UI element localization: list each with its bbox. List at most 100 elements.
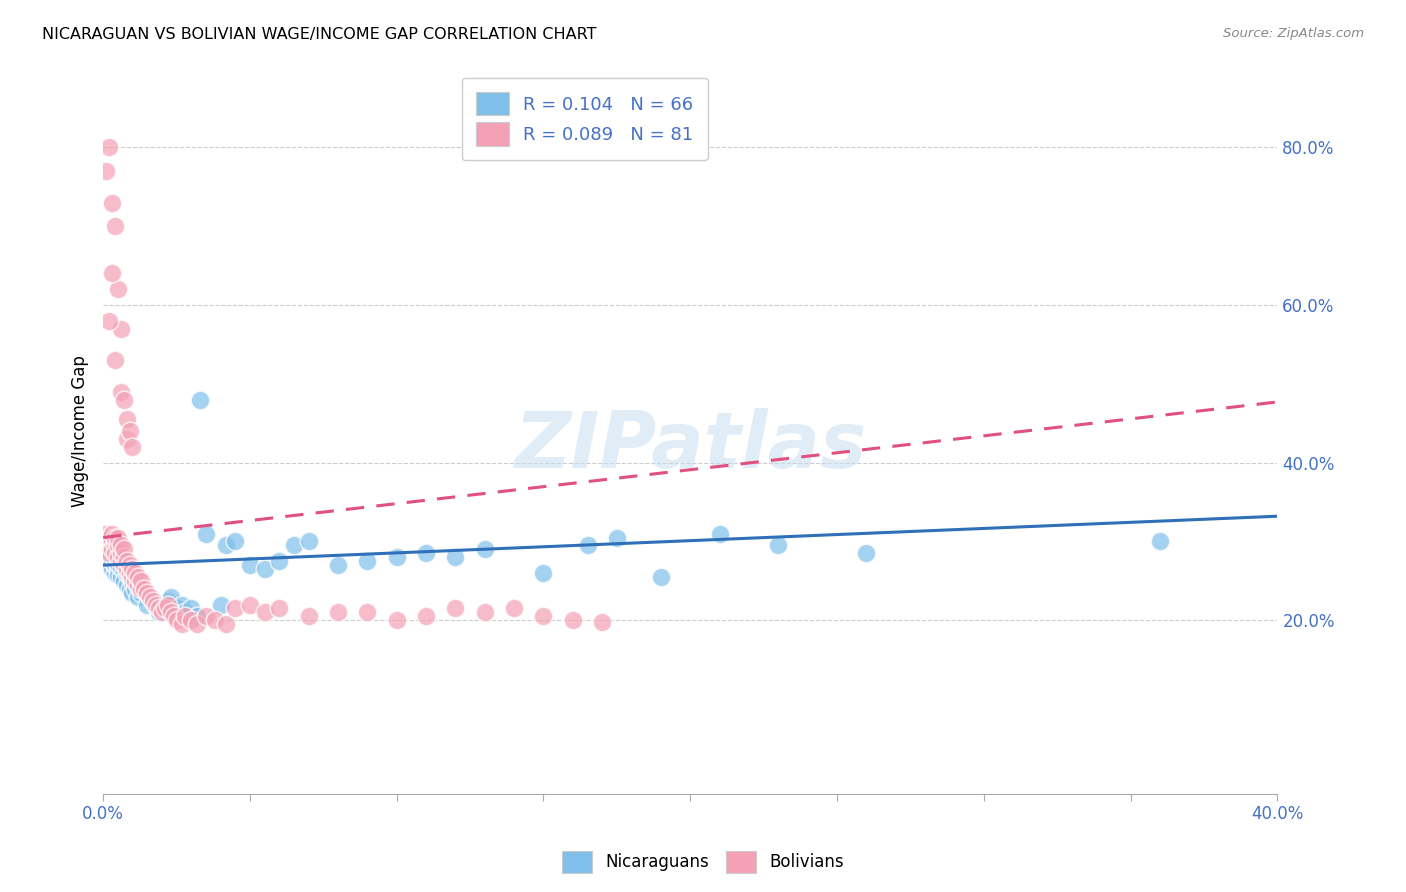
Point [94,550,117,565]
Point [98,538,121,552]
Point [156,598,179,612]
Point [107,562,129,576]
Point [269,554,291,568]
Point [110,559,132,574]
Point [283,538,305,552]
Point [503,601,526,615]
Point [112,550,135,565]
Point [606,531,628,545]
Point [166,613,188,627]
Point [139,590,162,604]
Point [174,609,197,624]
Point [768,538,790,552]
Point [186,617,208,632]
Point [215,617,238,632]
Point [326,606,349,620]
Point [107,550,129,565]
Point [121,570,143,584]
Point [533,609,555,624]
Point [415,609,437,624]
Point [533,566,555,580]
Point [107,282,129,296]
Point [153,598,176,612]
Point [124,582,146,596]
Point [110,570,132,584]
Point [101,534,124,549]
Point [110,384,132,399]
Point [253,606,276,620]
Point [129,582,152,596]
Point [101,267,124,281]
Point [104,558,127,573]
Point [129,574,152,588]
Point [326,558,349,573]
Text: NICARAGUAN VS BOLIVIAN WAGE/INCOME GAP CORRELATION CHART: NICARAGUAN VS BOLIVIAN WAGE/INCOME GAP C… [42,27,596,42]
Point [298,609,321,624]
Point [112,558,135,573]
Point [127,578,149,592]
Point [186,609,208,624]
Point [145,599,167,613]
Point [148,606,170,620]
Point [107,567,129,582]
Point [142,593,165,607]
Point [166,601,188,615]
Point [215,538,238,552]
Point [415,546,437,560]
Point [444,601,467,615]
Point [224,534,246,549]
Point [145,598,167,612]
Point [118,558,141,573]
Point [356,606,378,620]
Point [107,557,129,571]
Point [172,598,194,612]
Point [104,538,127,552]
Point [107,538,129,552]
Point [136,585,159,599]
Point [121,574,143,588]
Point [194,609,217,624]
Point [101,542,124,557]
Point [129,585,152,599]
Point [474,606,496,620]
Point [180,601,202,615]
Point [127,590,149,604]
Point [150,601,173,615]
Point [104,219,127,234]
Point [112,392,135,407]
Point [239,558,262,573]
Point [104,531,127,545]
Point [239,598,262,612]
Point [104,546,127,560]
Point [118,566,141,580]
Point [101,195,124,210]
Point [709,526,731,541]
Point [112,565,135,579]
Point [98,546,121,560]
Point [121,585,143,599]
Text: ZIPatlas: ZIPatlas [515,408,866,483]
Point [591,615,613,629]
Point [153,601,176,615]
Y-axis label: Wage/Income Gap: Wage/Income Gap [72,355,89,507]
Point [159,590,181,604]
Point [101,526,124,541]
Point [156,593,179,607]
Text: Source: ZipAtlas.com: Source: ZipAtlas.com [1223,27,1364,40]
Point [124,566,146,580]
Point [101,542,124,557]
Point [110,321,132,335]
Point [127,570,149,584]
Point [94,526,117,541]
Point [98,314,121,328]
Point [298,534,321,549]
Point [855,546,877,560]
Point [172,617,194,632]
Point [118,424,141,438]
Point [650,570,672,584]
Point [474,542,496,557]
Point [444,550,467,565]
Point [134,582,156,596]
Legend: Nicaraguans, Bolivians: Nicaraguans, Bolivians [555,845,851,880]
Point [104,550,127,565]
